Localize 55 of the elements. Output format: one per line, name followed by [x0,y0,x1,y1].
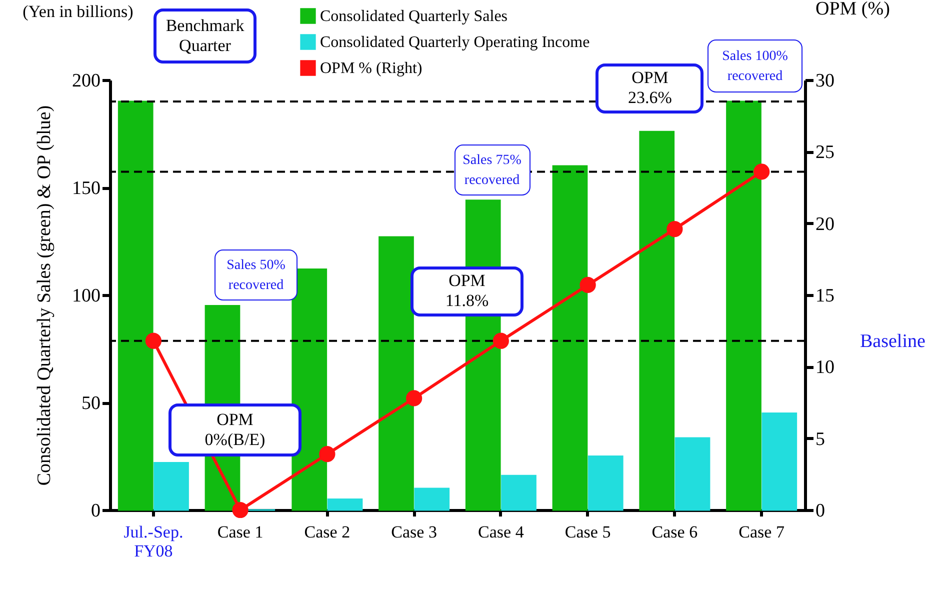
point [319,446,336,462]
point [666,221,683,238]
bar [414,488,450,511]
bar [639,130,675,511]
x-tick-label: Case 5 [564,522,611,542]
bar [552,165,588,511]
bar [154,462,189,511]
y2-tick-label: 10 [816,357,834,378]
annotation: Sales 50% recovered [226,258,286,293]
legend-label: Consolidated Quarterly Operating Income [320,34,590,51]
text: (Yen in billions) [22,2,134,21]
annotation: Sales 75% recovered [462,153,522,188]
y2-axis-title: OPM (%) [816,0,890,20]
point [232,502,248,518]
legend-label: Consolidated Quarterly Sales [320,8,508,25]
y-tick-label: 50 [82,393,100,414]
bar [501,474,536,511]
point [492,332,509,349]
annotation: OPM 11.8% [445,271,489,310]
bar [762,412,798,511]
x-tick-label: Case 6 [652,522,698,542]
point [145,332,162,349]
annotation: OPM 23.6% [628,68,672,107]
y2-tick-label: 5 [816,428,825,450]
x-tick-label: Case 1 [217,522,264,542]
bar [726,100,762,511]
y-tick-label: 150 [72,178,100,199]
ref-line-label: Baseline [860,330,926,352]
bar [674,437,710,511]
y2-tick-label: 15 [816,286,834,306]
bar [378,236,414,511]
x-tick-label: Case 4 [478,522,524,542]
bar [118,100,154,511]
point [580,276,596,294]
y2-tick-label: 25 [816,142,834,164]
x-tick-label: Case 2 [304,522,350,542]
y-tick-label: 0 [91,500,100,522]
text: Benchmark Quarter [166,16,245,55]
annotation: OPM 0%(B/E) [204,410,266,449]
legend-label: OPM % (Right) [320,60,422,77]
y2-tick-label: 30 [816,70,834,92]
point [754,164,770,180]
y-tick-label: 100 [72,286,100,306]
annotation: Sales 100% recovered [722,49,788,84]
bar [588,456,624,511]
x-tick-label: Case 7 [738,522,785,542]
bar [292,268,328,511]
y2-tick-label: 0 [816,500,825,522]
bar [327,498,363,511]
y-axis-title: Consolidated Quarterly Sales (green) & OP (blue) [34,105,55,486]
y-tick-label: 200 [72,70,100,92]
y2-tick-label: 20 [816,214,834,235]
x-tick-label: Case 3 [391,522,437,542]
x-tick-label: Jul.-Sep. FY08 [124,522,184,560]
point [406,390,422,406]
